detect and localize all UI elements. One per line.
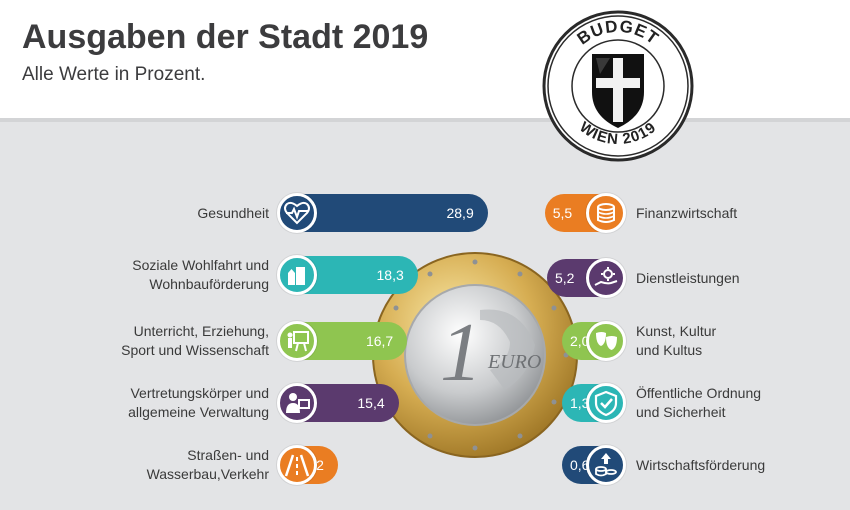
budget-seal: BUDGET WIEN 2019 bbox=[542, 10, 694, 162]
category-label: Finanzwirtschaft bbox=[636, 204, 738, 221]
category-label: Vertretungskörper und allgemeine Verwaltu… bbox=[128, 385, 269, 420]
category-label: Kunst, Kultur und Kultus bbox=[636, 323, 717, 358]
coins-arrow-icon bbox=[586, 445, 626, 485]
theater-masks-icon bbox=[586, 321, 626, 361]
coins-icon bbox=[586, 193, 626, 233]
category-label: Gesundheit bbox=[197, 204, 269, 221]
value-label: 0,6 bbox=[570, 457, 590, 473]
value-label: 28,9 bbox=[446, 205, 474, 221]
value-label: 5,5 bbox=[552, 205, 573, 221]
category-label: Wirtschaftsförderung bbox=[636, 456, 766, 473]
vienna-shield-icon bbox=[592, 54, 644, 128]
page-subtitle: Alle Werte in Prozent. bbox=[22, 64, 206, 85]
value-label: 16,7 bbox=[365, 333, 394, 349]
teacher-board-icon bbox=[277, 321, 317, 361]
office-worker-icon bbox=[277, 383, 317, 423]
heart-pulse-icon bbox=[277, 193, 317, 233]
value-label: 1,3 bbox=[570, 395, 590, 411]
euro-coin-image: 1 EURO bbox=[372, 252, 578, 458]
header bbox=[0, 0, 850, 118]
category-label: Unterricht, Erziehung, Sport und Wissensc… bbox=[121, 323, 269, 358]
value-label: 5,2 bbox=[555, 270, 575, 286]
value-label: 15,4 bbox=[357, 395, 385, 411]
shield-check-icon bbox=[586, 383, 626, 423]
buildings-icon bbox=[277, 255, 317, 295]
bar-0: 28,9 bbox=[297, 194, 488, 232]
page-title: Ausgaben der Stadt 2019 bbox=[22, 18, 429, 56]
value-label: 2,0 bbox=[570, 333, 590, 349]
value-label: 18,3 bbox=[376, 267, 404, 283]
bar-1: 18,3 bbox=[297, 256, 418, 294]
category-label: Straßen- und Wasserbau,Verkehr bbox=[146, 447, 269, 482]
gear-hand-icon bbox=[586, 258, 626, 298]
header-divider bbox=[0, 118, 850, 122]
category-label: Soziale Wohlfahrt und Wohnbauförderung bbox=[132, 257, 269, 292]
coin-numeral: 1 bbox=[440, 306, 482, 399]
road-icon bbox=[277, 445, 317, 485]
category-label: Öffentliche Ordnung und Sicherheit bbox=[636, 385, 762, 420]
category-label: Dienstleistungen bbox=[636, 269, 740, 286]
coin-text: EURO bbox=[487, 351, 541, 373]
